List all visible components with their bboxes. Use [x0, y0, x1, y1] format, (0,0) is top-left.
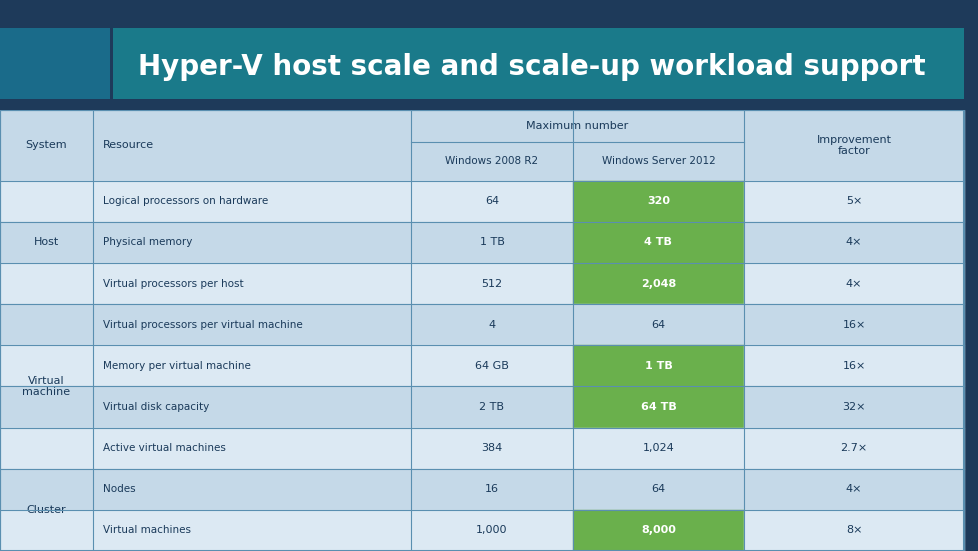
Text: 2,048: 2,048 [640, 279, 676, 289]
Text: 4×: 4× [845, 279, 862, 289]
Polygon shape [743, 304, 963, 345]
Polygon shape [743, 181, 963, 222]
Text: Improvement
factor: Improvement factor [816, 134, 891, 156]
Text: Windows Server 2012: Windows Server 2012 [600, 156, 715, 166]
Polygon shape [743, 386, 963, 428]
Text: 5×: 5× [845, 196, 862, 206]
Polygon shape [411, 110, 743, 142]
Text: 384: 384 [481, 443, 502, 453]
Polygon shape [743, 110, 963, 181]
Polygon shape [0, 110, 93, 181]
Text: 320: 320 [646, 196, 669, 206]
Polygon shape [0, 345, 572, 386]
Text: 1 TB: 1 TB [644, 361, 672, 371]
Text: 1 TB: 1 TB [479, 237, 504, 247]
Text: Logical processors on hardware: Logical processors on hardware [103, 196, 268, 206]
Polygon shape [93, 110, 411, 181]
Text: Virtual
machine: Virtual machine [22, 376, 70, 397]
Polygon shape [0, 510, 572, 551]
Text: Maximum number: Maximum number [526, 121, 628, 131]
Text: Resource: Resource [103, 141, 154, 150]
Polygon shape [743, 510, 963, 551]
Polygon shape [0, 304, 572, 345]
Text: 64 TB: 64 TB [640, 402, 676, 412]
Text: Active virtual machines: Active virtual machines [103, 443, 226, 453]
Polygon shape [0, 181, 572, 222]
Text: Physical memory: Physical memory [103, 237, 192, 247]
Text: Memory per virtual machine: Memory per virtual machine [103, 361, 250, 371]
Polygon shape [572, 386, 743, 428]
Polygon shape [743, 469, 963, 510]
Text: Nodes: Nodes [103, 484, 135, 494]
Polygon shape [743, 345, 963, 386]
Polygon shape [572, 181, 743, 222]
Polygon shape [572, 222, 743, 263]
Text: System: System [25, 141, 67, 150]
Text: 64: 64 [484, 196, 499, 206]
Text: Host: Host [34, 237, 59, 247]
Text: Cluster: Cluster [26, 505, 67, 515]
Text: Virtual processors per virtual machine: Virtual processors per virtual machine [103, 320, 302, 329]
Polygon shape [743, 263, 963, 304]
Polygon shape [0, 222, 572, 263]
Text: 8,000: 8,000 [641, 526, 675, 536]
Text: Virtual machines: Virtual machines [103, 526, 191, 536]
Text: Hyper-V host scale and scale-up workload support: Hyper-V host scale and scale-up workload… [138, 53, 925, 81]
Polygon shape [572, 345, 743, 386]
Text: 2.7×: 2.7× [840, 443, 867, 453]
Text: 32×: 32× [841, 402, 866, 412]
Polygon shape [0, 386, 572, 428]
Text: 4 TB: 4 TB [644, 237, 672, 247]
Polygon shape [743, 222, 963, 263]
Polygon shape [0, 428, 572, 469]
Polygon shape [572, 304, 743, 345]
Polygon shape [0, 469, 572, 510]
Text: 16×: 16× [842, 361, 865, 371]
Polygon shape [572, 510, 743, 551]
Text: 2 TB: 2 TB [479, 402, 504, 412]
Text: 1,024: 1,024 [642, 443, 674, 453]
Polygon shape [411, 142, 572, 181]
Polygon shape [572, 142, 743, 181]
Text: 512: 512 [481, 279, 502, 289]
Polygon shape [572, 263, 743, 304]
Text: Virtual disk capacity: Virtual disk capacity [103, 402, 209, 412]
Text: 8×: 8× [845, 526, 862, 536]
Text: Windows 2008 R2: Windows 2008 R2 [445, 156, 538, 166]
Polygon shape [572, 469, 743, 510]
Polygon shape [572, 428, 743, 469]
Polygon shape [743, 428, 963, 469]
Text: 64: 64 [650, 320, 665, 329]
Polygon shape [0, 263, 572, 304]
Text: 64: 64 [650, 484, 665, 494]
Text: Virtual processors per host: Virtual processors per host [103, 279, 244, 289]
Text: 1,000: 1,000 [475, 526, 508, 536]
Text: 4×: 4× [845, 484, 862, 494]
Text: 4: 4 [488, 320, 495, 329]
Text: 4×: 4× [845, 237, 862, 247]
Text: 16: 16 [484, 484, 499, 494]
Text: 64 GB: 64 GB [474, 361, 509, 371]
Text: 16×: 16× [842, 320, 865, 329]
